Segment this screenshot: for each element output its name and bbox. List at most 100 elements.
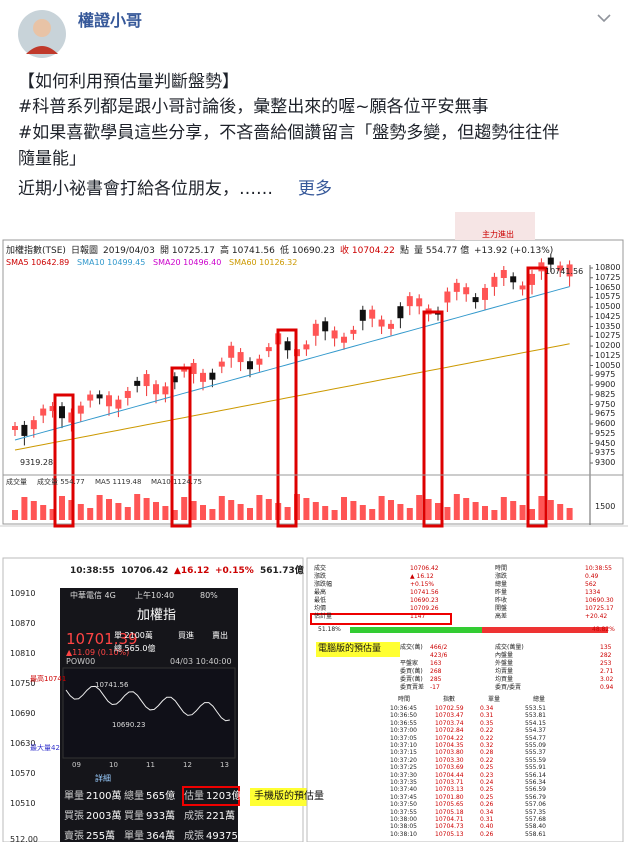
- stat-cell: 466/2: [430, 644, 448, 651]
- sma-label: SMA5 10642.89: [6, 258, 70, 267]
- stat-cell: 平盤家: [400, 660, 419, 667]
- tick-cell: 10703.30: [435, 756, 464, 764]
- quote-label: 估計量: [314, 613, 333, 620]
- post-line: 【如何利用預估量判斷盤勢】: [18, 72, 239, 92]
- volume-bar: [510, 501, 517, 520]
- quote-top: +0.15%: [215, 566, 254, 576]
- tick-cell: 0.23: [480, 771, 494, 779]
- y-axis-label: 10725: [595, 272, 621, 282]
- left-axis-label: 10910: [10, 589, 36, 598]
- tick-cell: 557.35: [525, 808, 546, 816]
- tick-cell: 10:37:55: [390, 808, 417, 816]
- stat-cell: 成交(萬量): [495, 644, 524, 651]
- tick-cell: 10705.18: [435, 808, 464, 816]
- y-axis-label: 10575: [595, 292, 621, 302]
- volume-bar: [87, 508, 94, 520]
- quote-value: 10706.42: [410, 565, 439, 572]
- menu-chevron[interactable]: [597, 14, 611, 23]
- volume-bar: [482, 506, 488, 520]
- y-axis-label: 9300: [595, 458, 616, 467]
- stat-cell: 內盤量: [495, 652, 514, 659]
- tick-cell: 558.40: [525, 823, 546, 831]
- volume-bar: [181, 497, 188, 520]
- tick-cell: 10:38:00: [390, 816, 417, 823]
- candle-body: [312, 323, 319, 336]
- tick-cell: 10704.35: [435, 742, 464, 749]
- y-axis-label: 9750: [595, 399, 616, 409]
- candle-body: [59, 406, 65, 419]
- tick-cell: 10:37:25: [390, 764, 417, 772]
- phone-grid-cell: 493757: [206, 831, 245, 842]
- volume-bar: [416, 495, 423, 520]
- left-axis-label: 10810: [10, 649, 36, 658]
- volume-bar: [397, 504, 404, 520]
- tick-cell: 0.22: [480, 756, 494, 764]
- stat-cell: 268: [430, 668, 442, 675]
- tick-cell: 0.34: [480, 808, 494, 816]
- tick-cell: 556.59: [525, 786, 546, 794]
- tick-cell: 0.25: [480, 793, 494, 801]
- phone-x-label: 10: [109, 761, 118, 769]
- high-label: 10741.56: [545, 267, 584, 276]
- tick-cell: 0.26: [480, 830, 494, 838]
- ma-line: [14, 343, 570, 451]
- candle-body: [106, 395, 112, 407]
- volume-bar: [566, 508, 573, 520]
- y-axis-label: 9450: [595, 438, 616, 448]
- sma-label: SMA20 10496.40: [153, 258, 222, 267]
- phone-grid-cell: 單量: [124, 831, 144, 842]
- phone-status: 中華電信 4G: [70, 591, 116, 600]
- author-name[interactable]: 權證小哥: [78, 11, 143, 30]
- candle-body: [359, 309, 366, 321]
- y-axis-label: 9525: [595, 428, 616, 438]
- candle-body: [12, 426, 18, 430]
- phone-code: POW00: [66, 657, 96, 666]
- sticker-label: 主力進出: [482, 230, 514, 239]
- see-more-link[interactable]: 更多: [298, 179, 332, 199]
- tick-cell: 553.51: [525, 705, 546, 712]
- volume-bar: [190, 501, 197, 520]
- candle-body: [68, 412, 75, 423]
- phone-change: ▲11.09 (0.10%): [66, 648, 130, 657]
- volume-bar: [228, 500, 235, 520]
- y-axis-label: 9975: [595, 370, 616, 380]
- sma-label: SMA60 10126.32: [229, 258, 298, 267]
- volume-bar: [59, 496, 65, 520]
- phone-grid-cell: 總量: [124, 791, 144, 802]
- candle-body: [115, 399, 122, 409]
- phone-buy[interactable]: 買進: [178, 631, 194, 640]
- volume-bar: [331, 510, 338, 520]
- tick-head: 時間: [398, 696, 411, 703]
- y-axis-label: 10425: [595, 311, 621, 321]
- tick-cell: 10:37:30: [390, 771, 417, 779]
- candle-body: [200, 372, 206, 382]
- quote-label: 開盤: [495, 605, 508, 612]
- ratio-bar: [482, 627, 608, 633]
- candle-body: [209, 372, 216, 380]
- quote-label: 成交: [314, 565, 327, 572]
- chart-header: 低 10690.23: [280, 246, 335, 256]
- candle-body: [444, 291, 451, 303]
- quote-label: 漲跌: [495, 573, 508, 580]
- quote-screens: [2, 557, 624, 842]
- volume-bar: [40, 505, 47, 520]
- chart-note: 最大量42: [30, 744, 60, 752]
- candle-body: [218, 361, 225, 367]
- quote-label: 均價: [314, 605, 327, 612]
- tick-cell: 10703.80: [435, 749, 464, 757]
- phone-sell[interactable]: 賣出: [212, 631, 228, 640]
- tick-cell: 10705.65: [435, 801, 464, 809]
- chart-header: 點: [400, 246, 410, 256]
- left-axis-label: 10870: [10, 619, 36, 628]
- y-axis-label: 9375: [595, 448, 616, 458]
- volume-bar: [322, 506, 329, 520]
- phone-price-line: [65, 685, 230, 722]
- candle-body: [463, 287, 470, 295]
- phone-grid-cell: 933萬: [146, 811, 176, 822]
- chart-header: 收 10704.22: [340, 246, 395, 256]
- y-axis-label: 10200: [595, 341, 621, 350]
- y-axis-label: 10800: [595, 263, 621, 272]
- candle-body: [350, 329, 357, 334]
- tick-cell: 10:37:05: [390, 734, 417, 742]
